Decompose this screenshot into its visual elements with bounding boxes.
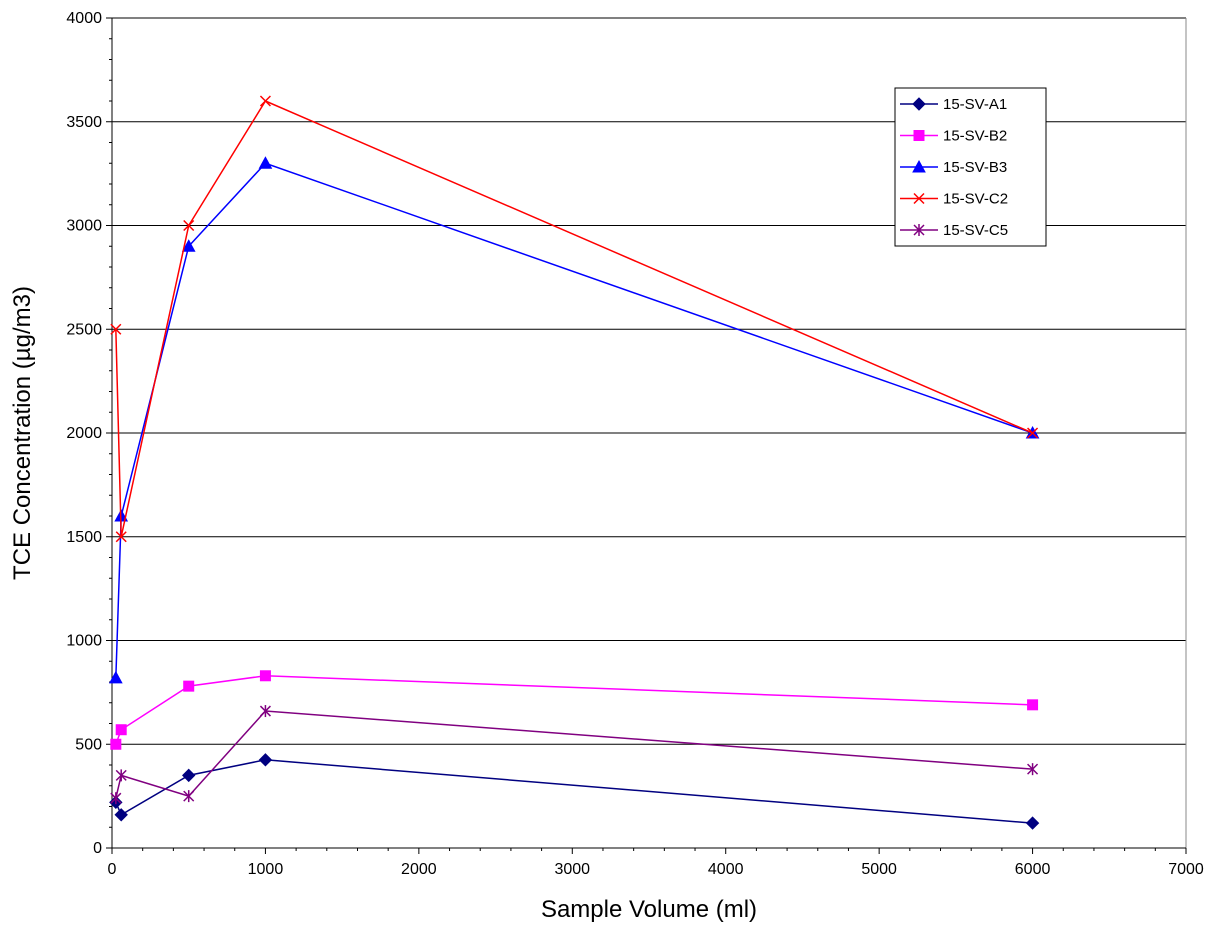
legend: 15-SV-A1 15-SV-B2 15-SV-B3 15-SV-C2 15-SV-C5 <box>894 87 1047 247</box>
legend-item-15-sv-c2: 15-SV-C2 <box>900 191 1008 208</box>
series-15-sv-c2 <box>110 95 1039 543</box>
data-point-15-sv-c5 <box>110 792 122 805</box>
y-tick-label: 4000 <box>66 10 102 27</box>
y-tick-label: 2000 <box>66 425 102 442</box>
data-point-15-sv-a1 <box>1025 816 1040 830</box>
legend-swatch-marker <box>912 97 926 111</box>
legend-item-15-sv-b3: 15-SV-B3 <box>900 159 1007 176</box>
data-point-15-sv-a1 <box>114 808 128 822</box>
y-tick-label: 3500 <box>66 114 102 131</box>
data-point-15-sv-c5 <box>183 790 195 803</box>
x-tick-label: 2000 <box>401 861 437 878</box>
legend-swatch-marker <box>913 130 925 141</box>
data-point-15-sv-b3 <box>108 670 123 684</box>
data-point-15-sv-c5 <box>259 705 271 718</box>
data-point-15-sv-b3 <box>258 156 273 169</box>
y-tick-label: 1000 <box>66 633 102 650</box>
x-tick-label: 6000 <box>1015 861 1051 878</box>
legend-label: 15-SV-C2 <box>943 191 1008 208</box>
y-axis-title: TCE Concentration (µg/m3) <box>9 286 36 580</box>
y-tick-label: 1500 <box>66 529 102 546</box>
data-point-15-sv-c2 <box>259 95 271 107</box>
legend-swatch-marker <box>913 192 925 205</box>
x-tick-label: 4000 <box>708 861 744 878</box>
data-point-15-sv-c5 <box>1027 763 1039 776</box>
data-point-15-sv-a1 <box>182 768 196 783</box>
y-tick-label: 0 <box>93 840 102 857</box>
data-point-15-sv-b3 <box>181 239 196 252</box>
y-tick-label: 500 <box>75 736 102 753</box>
y-tick-label: 3000 <box>66 218 102 235</box>
data-point-15-sv-c2-stroke <box>183 219 195 232</box>
data-point-15-sv-b2 <box>183 680 195 692</box>
legend-item-15-sv-a1: 15-SV-A1 <box>900 96 1007 113</box>
data-point-15-sv-b2 <box>1027 699 1039 711</box>
x-tick-label: 1000 <box>248 861 284 878</box>
x-axis-title: Sample Volume (ml) <box>541 896 757 923</box>
legend-label: 15-SV-B2 <box>943 128 1007 145</box>
x-tick-label: 5000 <box>861 861 897 878</box>
x-tick-label: 0 <box>108 861 117 878</box>
data-point-15-sv-a1 <box>258 753 273 767</box>
data-point-15-sv-c5 <box>115 769 127 782</box>
legend-label: 15-SV-A1 <box>943 96 1007 113</box>
legend-item-15-sv-b2: 15-SV-B2 <box>900 128 1007 145</box>
data-point-15-sv-c2-stroke <box>115 531 127 543</box>
legend-swatch-marker-stroke <box>913 192 925 205</box>
legend-swatch-marker <box>913 224 925 236</box>
data-point-15-sv-c2-stroke <box>259 95 271 107</box>
data-point-15-sv-c2 <box>1027 427 1039 439</box>
data-point-15-sv-c2 <box>110 323 122 335</box>
data-point-15-sv-c2 <box>183 219 195 232</box>
legend-label: 15-SV-B3 <box>943 159 1007 176</box>
series-15-sv-a1 <box>109 753 1040 830</box>
data-point-15-sv-c2-stroke <box>1027 427 1039 439</box>
axes: 0 500 1000 1500 2000 2500 3000 3500 4000 0 1000 200… <box>66 10 1203 878</box>
data-point-15-sv-b2 <box>110 738 122 750</box>
data-point-15-sv-c2-stroke <box>110 323 122 335</box>
data-point-15-sv-b2 <box>115 724 127 736</box>
x-tick-label: 3000 <box>554 861 590 878</box>
data-point-15-sv-c2 <box>115 531 127 543</box>
series-layer <box>108 95 1040 830</box>
y-tick-label: 2500 <box>66 321 102 338</box>
legend-label: 15-SV-C5 <box>943 222 1008 239</box>
legend-swatch-marker <box>912 159 926 173</box>
x-tick-label: 7000 <box>1168 861 1204 878</box>
legend-item-15-sv-c5: 15-SV-C5 <box>900 222 1008 239</box>
data-point-15-sv-b2 <box>259 670 271 682</box>
series-15-sv-c5 <box>110 705 1039 805</box>
series-15-sv-b2 <box>110 670 1039 750</box>
